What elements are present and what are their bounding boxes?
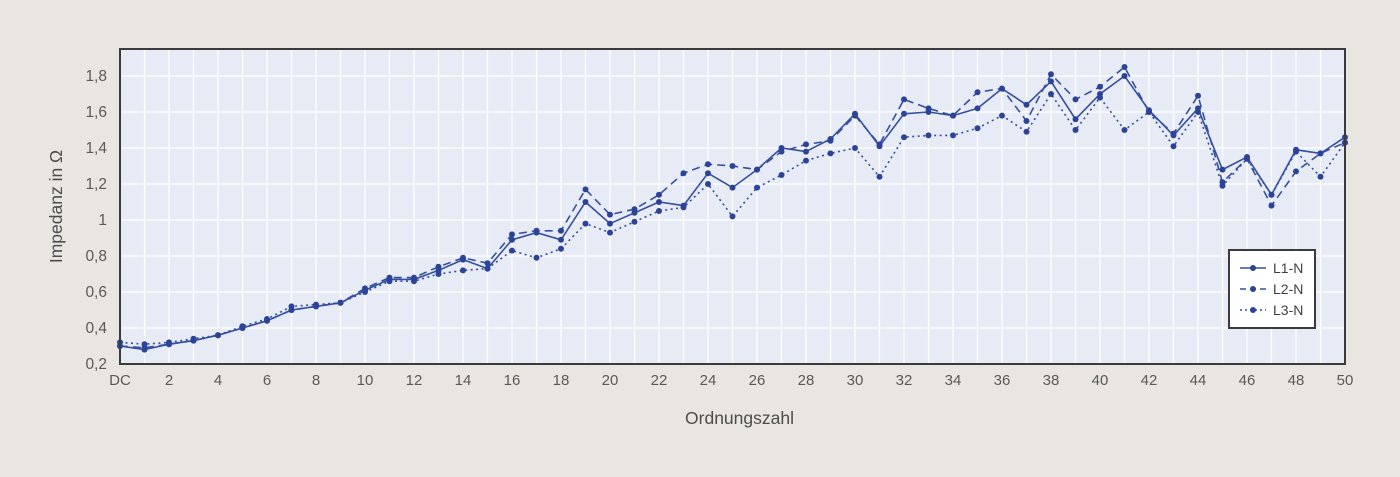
svg-text:16: 16: [504, 372, 521, 389]
svg-text:0,4: 0,4: [85, 320, 107, 337]
svg-text:1,6: 1,6: [85, 104, 107, 121]
legend-label-l1n: L1-N: [1273, 260, 1304, 276]
gridlines: [120, 49, 1345, 364]
svg-text:50: 50: [1337, 372, 1354, 389]
svg-text:46: 46: [1239, 372, 1256, 389]
svg-text:32: 32: [896, 372, 913, 389]
legend-line-solid-icon: [1240, 265, 1266, 271]
svg-text:10: 10: [357, 372, 374, 389]
svg-text:38: 38: [1043, 372, 1060, 389]
svg-text:18: 18: [553, 372, 570, 389]
svg-text:0,8: 0,8: [85, 248, 107, 265]
svg-text:30: 30: [847, 372, 864, 389]
svg-text:1,8: 1,8: [85, 68, 107, 85]
svg-text:1,4: 1,4: [85, 140, 107, 157]
svg-text:14: 14: [455, 372, 472, 389]
legend-label-l2n: L2-N: [1273, 281, 1304, 297]
series-L3-N-line: [119, 92, 1346, 346]
legend-line-dotted-icon: [1240, 307, 1266, 313]
svg-text:8: 8: [312, 372, 320, 389]
svg-text:26: 26: [749, 372, 766, 389]
svg-text:0,2: 0,2: [85, 356, 107, 373]
svg-text:44: 44: [1190, 372, 1207, 389]
legend-item-l1n: L1-N: [1239, 259, 1314, 277]
svg-text:28: 28: [798, 372, 815, 389]
legend: L1-N L2-N L3-N: [1228, 249, 1316, 329]
legend-label-l3n: L3-N: [1273, 302, 1304, 318]
legend-line-dashed-icon: [1240, 286, 1266, 292]
plot-border: [119, 48, 1346, 365]
x-axis-tick-labels: DC 2 4 6 8 10 12 14 16 18 20 22 24 26 28 30 32 34 36 38 40 42…: [109, 372, 1353, 389]
legend-item-l3n: L3-N: [1239, 301, 1314, 319]
y-axis-label: Impedanz in Ω: [46, 150, 66, 263]
svg-text:1: 1: [98, 212, 107, 229]
svg-text:20: 20: [602, 372, 619, 389]
svg-text:22: 22: [651, 372, 668, 389]
legend-item-l2n: L2-N: [1239, 280, 1314, 298]
series-L3-N-markers: [117, 91, 1348, 348]
svg-text:24: 24: [700, 372, 717, 389]
x-axis-label: Ordnungszahl: [685, 408, 794, 428]
y-axis-tick-labels: 0,2 0,4 0,6 0,8 1 1,2 1,4 1,6 1,8: [85, 68, 107, 373]
svg-text:36: 36: [994, 372, 1011, 389]
svg-text:2: 2: [165, 372, 173, 389]
svg-text:0,6: 0,6: [85, 284, 107, 301]
svg-text:DC: DC: [109, 372, 131, 389]
svg-text:6: 6: [263, 372, 271, 389]
svg-text:48: 48: [1288, 372, 1305, 389]
svg-text:12: 12: [406, 372, 423, 389]
svg-text:42: 42: [1141, 372, 1158, 389]
svg-text:1,2: 1,2: [85, 176, 107, 193]
svg-text:4: 4: [214, 372, 222, 389]
svg-text:34: 34: [945, 372, 962, 389]
svg-text:40: 40: [1092, 372, 1109, 389]
